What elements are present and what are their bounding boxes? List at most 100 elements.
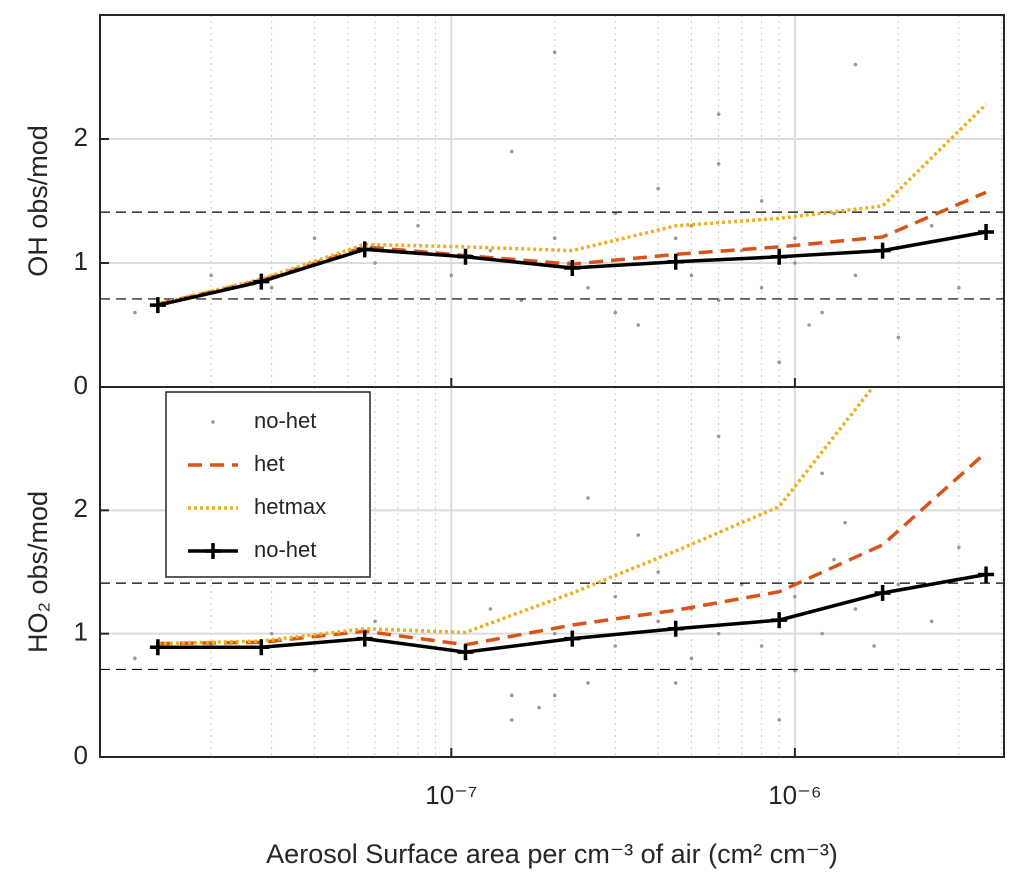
scatter-point (509, 149, 514, 154)
scatter-point (552, 236, 557, 240)
scatter-point (820, 471, 824, 476)
scatter-point (656, 619, 660, 624)
plus-marker (457, 644, 474, 661)
axes-frame (99, 386, 1005, 758)
legend-marker (205, 543, 221, 559)
scatter-point (853, 607, 858, 611)
plus-marker (356, 241, 373, 258)
scatter-point (312, 236, 317, 240)
scatter-point (872, 644, 876, 648)
legend-label: hetmax (254, 494, 326, 519)
plus-marker (667, 620, 684, 637)
plus-marker (771, 612, 788, 629)
scatter-point (269, 286, 274, 290)
scatter-point (537, 705, 541, 710)
legend-box (165, 391, 371, 578)
scatter-point (759, 199, 764, 203)
scatter-point (807, 323, 811, 327)
axes-frame (99, 14, 1005, 388)
scatter-point (586, 681, 590, 685)
x-tick-label: 10⁻⁷ (425, 780, 477, 810)
scatter-point (843, 520, 847, 525)
scatter-point (673, 681, 678, 685)
scatter-point (656, 186, 660, 191)
plus-marker (457, 248, 474, 265)
scatter-point (552, 50, 557, 54)
plus-marker (564, 630, 581, 647)
series-line (157, 451, 988, 647)
scatter-point (613, 644, 618, 648)
plus-marker (149, 639, 166, 656)
scatter-point (777, 718, 781, 722)
scatter-point (929, 224, 934, 228)
scatter-point (820, 631, 824, 636)
scatter-point (739, 248, 744, 253)
plus-marker (874, 584, 891, 601)
panel: 0 1 2 10⁻⁷ 10⁻⁶ HO₂ obs/mod Aerosol Surface ar… (23, 386, 1005, 869)
scatter-point (759, 286, 764, 290)
scatter-point (853, 273, 858, 278)
scatter-point (133, 310, 137, 315)
x-tick-label: 10⁻⁶ (768, 780, 821, 810)
scatter-point (759, 644, 764, 648)
scatter-point (896, 582, 901, 587)
scatter-point (209, 273, 213, 278)
y-tick-label: 0 (74, 740, 88, 770)
scatter-point (777, 360, 781, 365)
scatter-point (373, 619, 377, 624)
scatter-point (373, 261, 377, 265)
y-axis-label: HO₂ obs/mod (23, 491, 53, 653)
plus-marker (356, 630, 373, 647)
series-line (157, 103, 988, 306)
plus-marker (149, 297, 166, 314)
scatter-point (488, 248, 493, 253)
scatter-point (896, 335, 901, 340)
scatter-point (820, 310, 824, 315)
scatter-point (552, 693, 557, 698)
series-line (157, 387, 876, 646)
scatter-point (673, 236, 678, 240)
plus-marker (667, 253, 684, 270)
legend-label: no-het (254, 408, 316, 433)
scatter-point (957, 286, 961, 290)
scatter-point (636, 323, 641, 327)
scatter-point (269, 631, 274, 636)
scatter-point (613, 594, 618, 599)
legend-swatch (211, 420, 215, 424)
scatter-point (716, 631, 721, 636)
legend-label: no-het (254, 537, 316, 562)
plus-marker (253, 273, 270, 290)
scatter (133, 50, 961, 365)
plus-marker (978, 224, 995, 240)
scatter-point (613, 310, 618, 315)
scatter-point (689, 656, 694, 661)
scatter-point (586, 286, 590, 290)
scatter-point (509, 718, 514, 722)
lines (149, 103, 995, 314)
scatter-point (832, 211, 836, 216)
scatter-point (552, 631, 557, 636)
scatter-point (509, 693, 514, 698)
scatter-point (416, 224, 420, 228)
plus-marker (978, 566, 995, 583)
scatter-point (853, 62, 858, 67)
scatter-point (636, 533, 641, 537)
y-tick-label: 2 (74, 122, 88, 152)
scatter-point (689, 273, 694, 278)
y-tick-label: 1 (74, 617, 88, 647)
scatter-point (716, 162, 721, 166)
scatter-point (832, 557, 836, 562)
scatter-point (656, 570, 660, 574)
lines (149, 387, 995, 661)
scatter-point (586, 496, 590, 500)
plus-marker (874, 242, 891, 259)
scatter-point (793, 594, 797, 599)
y-tick-label: 0 (74, 370, 88, 400)
plus-marker (253, 639, 270, 656)
scatter-point (793, 236, 797, 240)
scatter-point (957, 545, 961, 550)
scatter-point (929, 619, 934, 624)
scatter-point (716, 434, 721, 439)
panel: 0 1 2 OH obs/mod (23, 14, 1005, 400)
